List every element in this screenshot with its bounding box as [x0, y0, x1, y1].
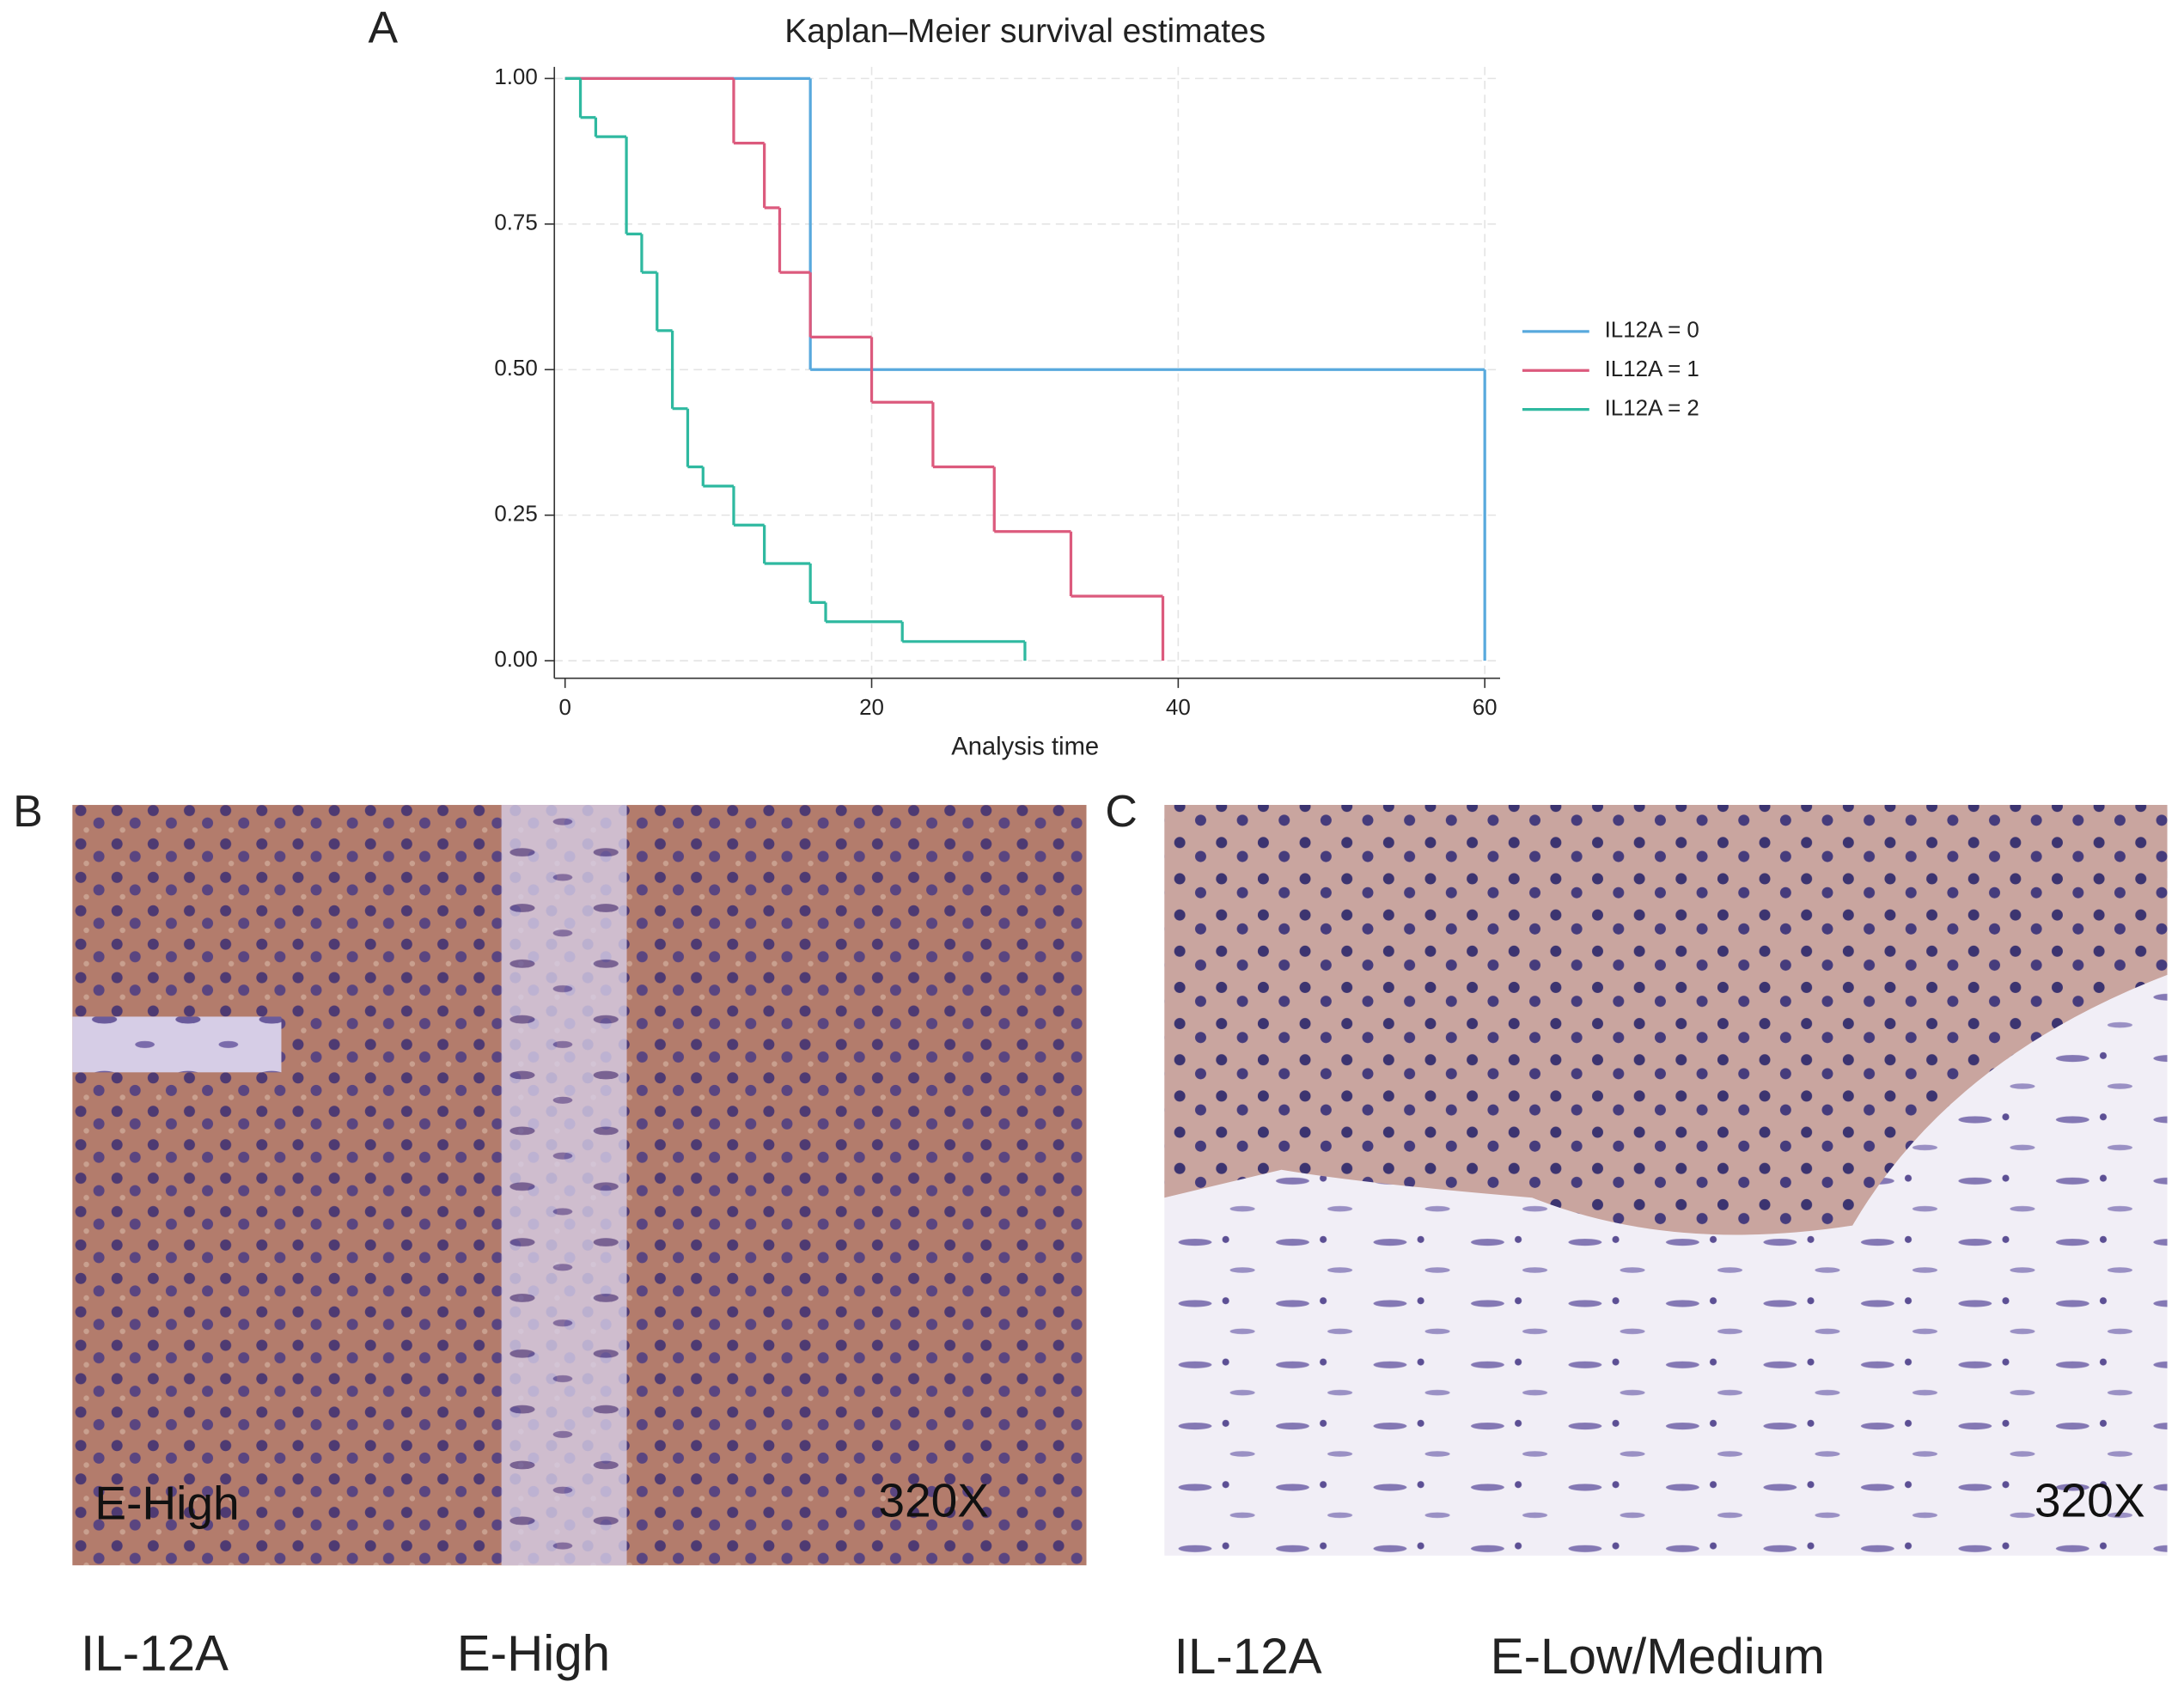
- x-tick-label: 40: [1166, 696, 1191, 720]
- step-point: [732, 78, 765, 145]
- step-point: [778, 207, 811, 274]
- step-point: [869, 337, 933, 404]
- step-point: [670, 330, 688, 411]
- step-point: [594, 117, 627, 138]
- step-point: [808, 272, 872, 338]
- legend: IL12A = 0 IL12A = 1 IL12A = 2: [1522, 319, 1699, 420]
- image-caption: IL-12A: [1174, 1629, 1322, 1685]
- panel-label: A: [369, 2, 399, 52]
- step-point: [824, 602, 903, 624]
- y-tick-label: 0.50: [494, 356, 537, 381]
- image-caption: E-Low/Medium: [1491, 1629, 1825, 1685]
- image-b: [72, 805, 1087, 1566]
- step-point: [931, 402, 995, 469]
- y-tick-label: 0.25: [494, 503, 537, 527]
- legend-label: IL12A = 2: [1605, 396, 1699, 420]
- image-overlay-label: 320X: [2035, 1473, 2145, 1526]
- chart: Kaplan–Meier survival estimates Analysis …: [494, 13, 1699, 760]
- x-tick-label: 20: [859, 696, 884, 720]
- step-point: [808, 563, 827, 605]
- image-c: [1164, 805, 2168, 1556]
- step-point: [625, 137, 642, 235]
- y-tick-label: 0.00: [494, 648, 537, 672]
- image-overlay-label: 320X: [878, 1473, 989, 1526]
- step-point: [900, 621, 1025, 643]
- step-point: [686, 408, 704, 469]
- y-tick-label: 0.75: [494, 211, 537, 235]
- legend-label: IL12A = 1: [1605, 357, 1699, 381]
- step-point: [656, 272, 673, 332]
- panel-label: B: [13, 786, 43, 836]
- step-point: [640, 234, 657, 274]
- stroma: [501, 805, 627, 1566]
- x-tick-label: 0: [559, 696, 571, 720]
- step-point: [1069, 531, 1163, 598]
- step-point: [578, 78, 596, 119]
- y-tick-label: 1.00: [494, 65, 537, 89]
- image-caption: IL-12A: [81, 1626, 229, 1682]
- legend-label: IL12A = 0: [1605, 319, 1699, 343]
- chart-title: Kaplan–Meier survival estimates: [784, 13, 1266, 50]
- step-point: [732, 485, 765, 527]
- step-point: [992, 466, 1071, 533]
- stroma: [72, 1016, 282, 1073]
- step-point: [701, 466, 734, 488]
- step-point: [763, 143, 780, 210]
- panel-label: C: [1105, 786, 1137, 836]
- step-point: [763, 525, 811, 565]
- x-tick-label: 60: [1473, 696, 1498, 720]
- image-caption: E-High: [457, 1626, 610, 1682]
- tissue: [1164, 805, 2168, 1235]
- x-axis-label: Analysis time: [951, 733, 1099, 760]
- image-overlay-label: E-High: [95, 1477, 239, 1530]
